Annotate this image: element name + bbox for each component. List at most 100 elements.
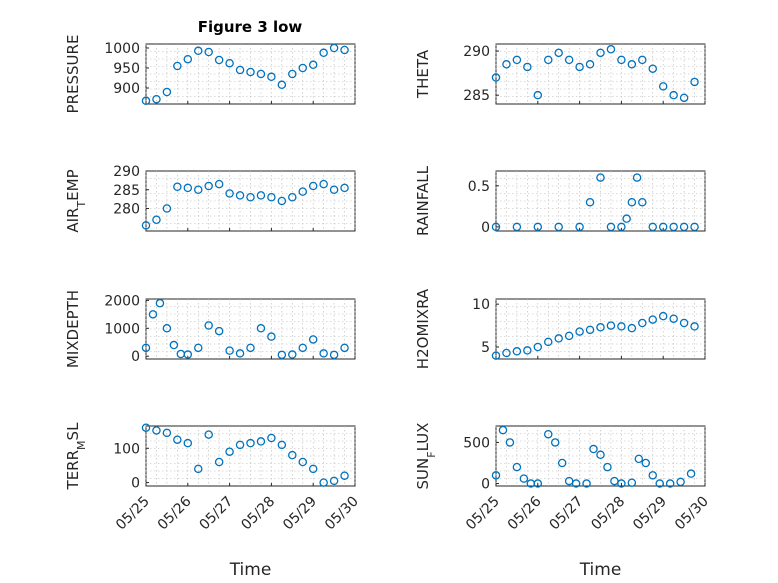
- data-point: [690, 77, 699, 87]
- data-point: [512, 462, 522, 472]
- x-tick-label: 05/28: [588, 494, 628, 534]
- data-point: [575, 62, 584, 72]
- data-point: [533, 222, 543, 232]
- y-tick-label: 10: [472, 297, 490, 313]
- data-point: [596, 450, 605, 460]
- x-tick-label: 05/28: [238, 494, 278, 534]
- data-point: [155, 298, 165, 308]
- data-point: [162, 428, 172, 438]
- data-point: [606, 222, 616, 232]
- data-point: [617, 222, 626, 232]
- data-point: [512, 347, 522, 356]
- data-point: [627, 478, 637, 487]
- data-point: [690, 222, 699, 232]
- data-point: [329, 43, 339, 53]
- data-point: [193, 343, 203, 353]
- x-tick-label: 05/30: [322, 494, 362, 534]
- data-point: [533, 90, 543, 100]
- data-point: [340, 343, 349, 353]
- data-point: [491, 471, 501, 480]
- data-point: [319, 478, 328, 487]
- data-point: [319, 48, 328, 58]
- x-axis-label: Time: [579, 560, 622, 580]
- data-point: [235, 440, 245, 450]
- data-point: [512, 222, 522, 232]
- subplot-6: 5 10 H2OMIXRA: [414, 288, 706, 369]
- data-point: [173, 61, 182, 71]
- y-tick-label: 290: [463, 44, 490, 60]
- y-tick-label: 1000: [104, 321, 140, 337]
- data-point: [256, 69, 266, 79]
- data-point: [564, 331, 574, 341]
- data-point: [298, 457, 307, 467]
- data-point: [655, 479, 664, 488]
- subplot-5: 0 1000 2000 MIXDEPTH: [64, 290, 356, 368]
- data-point: [641, 458, 651, 468]
- data-point: [589, 444, 598, 454]
- data-point: [544, 55, 553, 65]
- data-point: [267, 332, 276, 341]
- data-point: [141, 221, 151, 230]
- y-tick-label: 5: [481, 340, 490, 356]
- data-point: [582, 479, 591, 488]
- data-point: [256, 324, 266, 333]
- subplot-2: 285 290 THETA: [414, 43, 706, 105]
- data-point: [288, 192, 297, 202]
- data-point: [246, 192, 255, 202]
- data-point: [308, 60, 318, 70]
- data-point: [308, 181, 318, 191]
- data-point: [627, 323, 637, 333]
- y-tick-label: 0: [481, 220, 490, 236]
- data-point: [183, 54, 193, 64]
- data-point: [491, 73, 501, 82]
- data-point: [193, 46, 203, 56]
- data-point: [329, 350, 339, 360]
- data-point: [152, 426, 161, 435]
- data-point: [298, 343, 307, 353]
- y-tick-label: 1000: [104, 41, 140, 57]
- data-point: [523, 62, 532, 72]
- data-point: [141, 343, 151, 353]
- y-tick-label: 950: [113, 61, 140, 77]
- data-point: [502, 60, 511, 69]
- data-point: [554, 334, 563, 343]
- data-point: [544, 429, 553, 439]
- data-point: [340, 45, 349, 55]
- y-axis-label: RAINFALL: [414, 165, 432, 236]
- data-point: [575, 222, 584, 232]
- data-point: [298, 63, 307, 73]
- data-point: [193, 185, 203, 194]
- data-point: [648, 315, 658, 324]
- data-point: [554, 48, 563, 58]
- y-tick-label: 900: [113, 81, 140, 97]
- data-point: [298, 187, 307, 196]
- x-tick-label: 05/26: [505, 493, 545, 533]
- data-point: [533, 342, 543, 352]
- data-point: [329, 185, 339, 194]
- data-point: [617, 479, 626, 488]
- subplot-7: 0 100 05/25 05/26 05/27 05/28 05/29 05/30 Time TE…: [64, 422, 362, 580]
- data-point: [214, 179, 224, 189]
- data-point: [308, 464, 318, 474]
- y-axis-label: TERRMSL: [64, 422, 88, 491]
- data-point: [204, 430, 213, 439]
- data-point: [141, 96, 151, 106]
- data-point: [256, 437, 266, 446]
- y-tick-label: 0: [481, 477, 490, 493]
- data-point: [193, 464, 203, 474]
- data-point: [638, 197, 647, 207]
- data-point: [606, 45, 616, 54]
- data-point: [225, 447, 234, 456]
- data-point: [523, 346, 532, 355]
- y-axis-label: H2OMIXRA: [414, 288, 432, 369]
- data-point: [152, 94, 161, 104]
- data-point: [669, 222, 678, 232]
- data-point: [277, 440, 287, 450]
- data-point: [627, 197, 637, 207]
- data-point: [225, 58, 234, 68]
- data-point: [585, 197, 595, 207]
- data-point: [319, 349, 328, 358]
- x-tick-label: 05/25: [113, 494, 153, 534]
- subplot-8: 0 500 05/25 05/26 05/27 05/28 05/29 05/30 Time SU…: [414, 423, 712, 580]
